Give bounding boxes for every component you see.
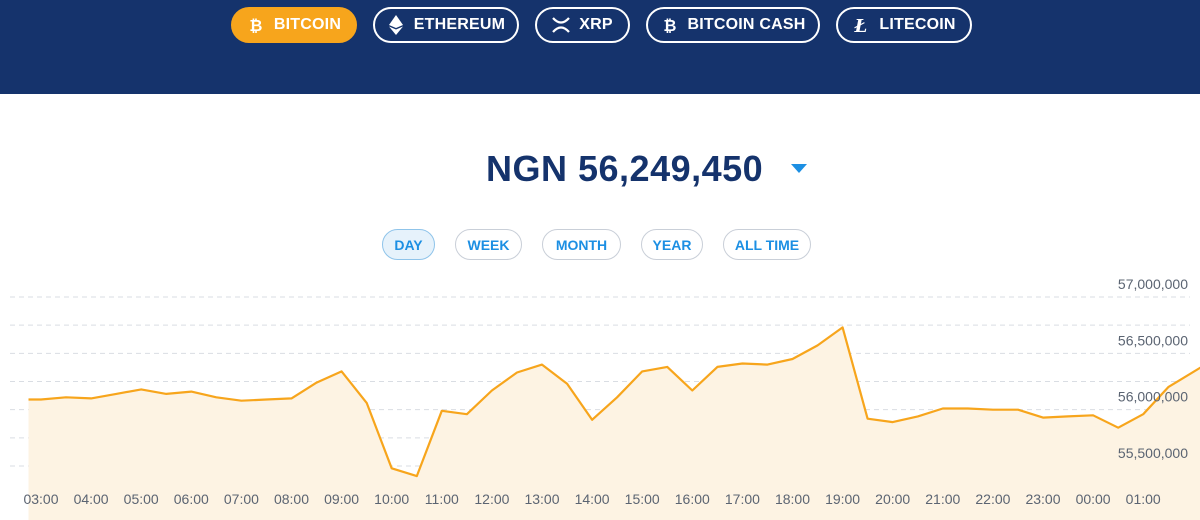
range-tab-year[interactable]: YEAR <box>641 229 703 260</box>
x-tick-label: 06:00 <box>174 491 209 507</box>
coin-tab-label: ETHEREUM <box>413 16 506 33</box>
current-price: NGN 56,249,450 <box>486 148 763 190</box>
coin-tab-bitcoin-cash[interactable]: ₿ BITCOIN CASH <box>646 7 820 43</box>
x-axis-labels: 03:00 04:00 05:00 06:00 07:00 08:00 09:00 10:00… <box>23 491 1160 507</box>
y-tick-label: 57,000,000 <box>1118 276 1188 292</box>
range-tab-label: WEEK <box>467 236 510 253</box>
x-tick-label: 17:00 <box>725 491 760 507</box>
bitcoin-cash-icon: ₿ <box>661 16 679 34</box>
x-tick-label: 00:00 <box>1076 491 1111 507</box>
price-area-fill <box>28 327 1200 520</box>
x-tick-label: 19:00 <box>825 491 860 507</box>
currency-dropdown-caret-icon[interactable] <box>791 164 807 173</box>
x-tick-label: 18:00 <box>775 491 810 507</box>
price-currency: NGN <box>486 148 568 189</box>
coin-tab-litecoin[interactable]: Ł LITECOIN <box>836 7 972 43</box>
x-tick-label: 20:00 <box>875 491 910 507</box>
price-chart[interactable]: 55,500,000 56,000,000 56,500,000 57,000,000… <box>0 270 1200 520</box>
x-tick-label: 07:00 <box>224 491 259 507</box>
x-tick-label: 01:00 <box>1126 491 1161 507</box>
ethereum-icon <box>387 15 405 35</box>
y-axis-labels: 55,500,000 56,000,000 56,500,000 57,000,000 <box>1118 276 1188 461</box>
price-line <box>28 326 1200 478</box>
range-tab-month[interactable]: MONTH <box>542 229 621 260</box>
coin-tab-label: BITCOIN CASH <box>687 16 806 33</box>
x-tick-label: 22:00 <box>975 491 1010 507</box>
coin-tab-label: BITCOIN <box>273 16 342 33</box>
y-tick-label: 56,500,000 <box>1118 332 1188 348</box>
range-tab-week[interactable]: WEEK <box>455 229 522 260</box>
x-tick-label: 03:00 <box>23 491 58 507</box>
x-tick-label: 05:00 <box>124 491 159 507</box>
y-tick-label: 55,500,000 <box>1118 445 1188 461</box>
litecoin-icon: Ł <box>852 16 870 34</box>
x-tick-label: 14:00 <box>575 491 610 507</box>
x-tick-label: 08:00 <box>274 491 309 507</box>
x-tick-label: 15:00 <box>625 491 660 507</box>
coin-tab-xrp[interactable]: XRP <box>535 7 630 43</box>
svg-text:₿: ₿ <box>663 16 676 34</box>
x-tick-label: 13:00 <box>524 491 559 507</box>
range-tab-label: ALL TIME <box>734 236 800 253</box>
x-tick-label: 12:00 <box>474 491 509 507</box>
range-tab-label: DAY <box>394 236 423 253</box>
bitcoin-icon: ₿ <box>247 16 265 34</box>
range-tab-label: YEAR <box>652 236 692 253</box>
x-tick-label: 09:00 <box>324 491 359 507</box>
x-tick-label: 23:00 <box>1025 491 1060 507</box>
coin-tab-ethereum[interactable]: ETHEREUM <box>373 7 519 43</box>
coin-tab-label: LITECOIN <box>879 16 956 33</box>
x-tick-label: 10:00 <box>374 491 409 507</box>
y-tick-label: 56,000,000 <box>1118 389 1188 405</box>
xrp-icon <box>552 16 571 34</box>
top-header-bar <box>0 0 1200 94</box>
svg-text:₿: ₿ <box>249 16 262 34</box>
range-tab-label: MONTH <box>555 236 608 253</box>
svg-text:Ł: Ł <box>854 16 868 34</box>
x-tick-label: 11:00 <box>425 491 459 507</box>
coin-tab-bitcoin[interactable]: ₿ BITCOIN <box>231 7 357 43</box>
x-tick-label: 21:00 <box>925 491 960 507</box>
price-value: 56,249,450 <box>578 148 764 189</box>
range-tab-day[interactable]: DAY <box>382 229 435 260</box>
x-tick-label: 16:00 <box>675 491 710 507</box>
coin-selector: ₿ BITCOIN ETHEREUM XRP ₿ BITCOIN CASH Ł … <box>0 7 1200 45</box>
range-tab-all-time[interactable]: ALL TIME <box>723 229 811 260</box>
x-tick-label: 04:00 <box>74 491 109 507</box>
coin-tab-label: XRP <box>579 16 613 33</box>
